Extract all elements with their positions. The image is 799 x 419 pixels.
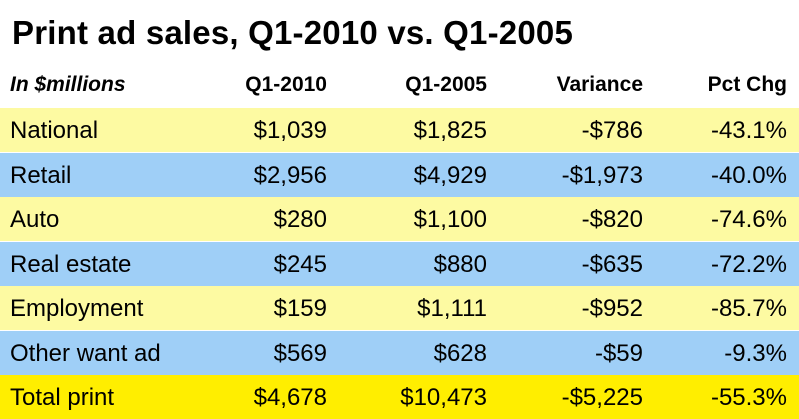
q1-2005-value: $628	[433, 339, 487, 367]
header-units: In $millions	[10, 73, 126, 96]
header-q1-2005: Q1-2005	[405, 73, 487, 96]
table-row: Employment $159 $1,111 -$952 -85.7%	[0, 286, 799, 330]
q1-2005-value: $880	[433, 250, 487, 278]
header-q1-2010: Q1-2010	[245, 73, 327, 96]
total-row: Total print $4,678 $10,473 -$5,225 -55.3%	[0, 375, 799, 419]
variance-value: -$5,225	[561, 384, 643, 411]
variance-value: -$1,973	[561, 161, 643, 189]
q1-2005-value: $1,825	[413, 117, 487, 144]
q1-2010-value: $159	[273, 295, 327, 322]
variance-value: -$952	[581, 295, 643, 322]
row-label: Real estate	[10, 250, 132, 278]
q1-2005-value: $1,111	[417, 295, 487, 322]
q1-2005-value: $10,473	[400, 384, 487, 411]
variance-value: -$820	[581, 206, 643, 233]
q1-2010-value: $2,956	[253, 161, 327, 189]
table-row: Retail $2,956 $4,929 -$1,973 -40.0%	[0, 152, 799, 197]
row-label: Retail	[10, 161, 72, 189]
row-label: Other want ad	[10, 339, 161, 367]
chart-title: Print ad sales, Q1-2010 vs. Q1-2005	[12, 14, 573, 51]
row-label: Auto	[10, 206, 60, 233]
table-header: In $millions Q1-2010 Q1-2005 Variance Pc…	[0, 67, 799, 105]
variance-value: -$635	[581, 250, 643, 278]
pct-chg-value: -55.3%	[710, 384, 787, 411]
q1-2005-value: $4,929	[413, 161, 487, 189]
variance-value: -$786	[581, 117, 643, 144]
row-label: National	[10, 117, 99, 144]
table-row: Other want ad $569 $628 -$59 -9.3%	[0, 330, 799, 375]
pct-chg-value: -72.2%	[710, 250, 787, 278]
row-label: Total print	[10, 384, 115, 411]
q1-2010-value: $4,678	[253, 384, 327, 411]
q1-2010-value: $245	[273, 250, 327, 278]
pct-chg-value: -9.3%	[724, 339, 787, 367]
header-pct-chg: Pct Chg	[707, 73, 787, 96]
q1-2005-value: $1,100	[413, 206, 487, 233]
q1-2010-value: $569	[273, 339, 327, 367]
table-row: Real estate $245 $880 -$635 -72.2%	[0, 241, 799, 286]
pct-chg-value: -85.7%	[710, 295, 787, 322]
q1-2010-value: $280	[273, 206, 327, 233]
variance-value: -$59	[594, 339, 643, 367]
row-label: Employment	[10, 295, 144, 322]
table-row: National $1,039 $1,825 -$786 -43.1%	[0, 108, 799, 152]
table-row: Auto $280 $1,100 -$820 -74.6%	[0, 197, 799, 241]
pct-chg-value: -43.1%	[710, 117, 787, 144]
pct-chg-value: -40.0%	[710, 161, 787, 189]
header-variance: Variance	[556, 73, 643, 96]
pct-chg-value: -74.6%	[710, 206, 787, 233]
q1-2010-value: $1,039	[253, 117, 327, 144]
